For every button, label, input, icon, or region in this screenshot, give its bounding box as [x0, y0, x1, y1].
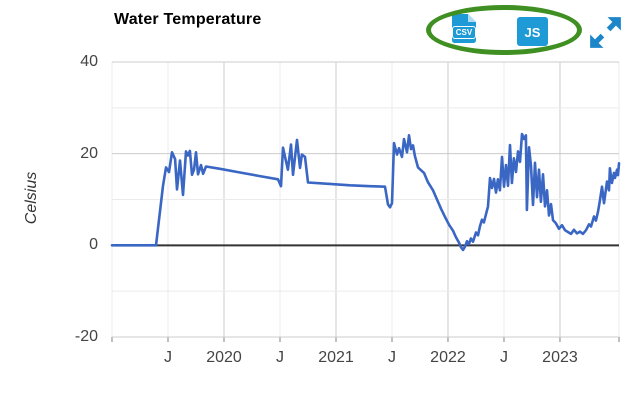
csv-file-icon[interactable]: CSV: [448, 13, 480, 44]
x-tick-label: J: [387, 349, 396, 366]
y-axis-title: Celsius: [23, 171, 40, 225]
y-tick-label: 40: [80, 53, 98, 70]
x-tick-label: J: [275, 349, 284, 366]
y-tick-label: 20: [80, 144, 98, 162]
csv-icon-label: CSV: [452, 26, 476, 39]
x-tick-label: 2023: [542, 349, 578, 366]
y-tick-label: -20: [74, 328, 98, 345]
chart-title: Water Temperature: [114, 11, 262, 28]
x-tick-label: 2020: [206, 349, 242, 366]
x-tick-label: J: [163, 349, 172, 366]
x-tick-label: 2022: [430, 349, 466, 366]
y-tick-label: 0: [89, 236, 98, 254]
x-tick-label: J: [499, 349, 508, 366]
file-shape: [452, 14, 476, 43]
temperature-line: [110, 132, 621, 252]
js-file-icon[interactable]: JS: [517, 17, 548, 46]
x-tick-label: 2021: [318, 349, 354, 366]
expand-icon[interactable]: [585, 12, 626, 53]
js-icon-label: JS: [524, 25, 541, 40]
